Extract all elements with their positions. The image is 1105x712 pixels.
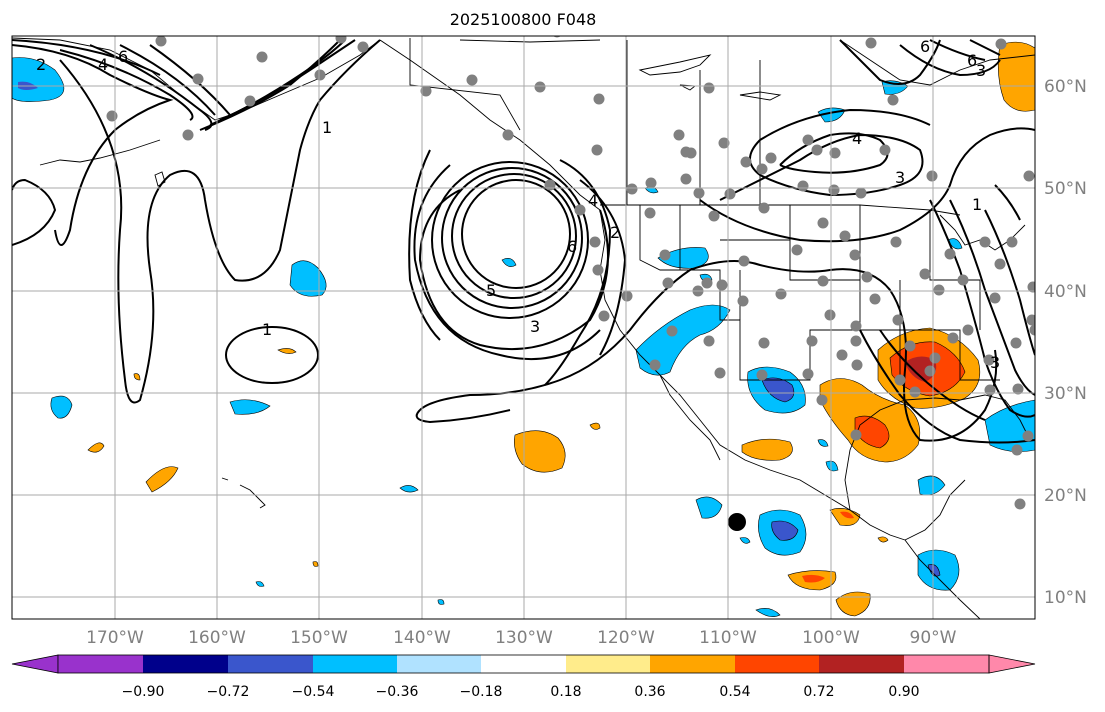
- colorbar-tick-label: −0.18: [460, 684, 503, 700]
- blue-patch: [501, 258, 517, 267]
- contour-label: 6: [967, 51, 977, 70]
- contour-label: 3: [895, 168, 905, 187]
- colorbar-segment: [481, 655, 566, 673]
- darkblue-core-newmexico: [761, 377, 795, 403]
- colorbar-segment: [397, 655, 481, 673]
- lat-label: 60°N: [1044, 77, 1087, 97]
- orange-patch: [133, 373, 141, 381]
- lon-label: 160°W: [188, 628, 246, 648]
- colorbar-tick-label: 0.18: [550, 684, 581, 700]
- lat-label: 40°N: [1044, 282, 1087, 302]
- contour-label: 4: [588, 191, 598, 210]
- colorbar-tick-label: 0.54: [719, 684, 750, 700]
- orange-patch: [741, 438, 793, 461]
- lon-label: 150°W: [290, 628, 348, 648]
- orange-patch: [835, 591, 871, 617]
- contour-label: 3: [990, 353, 1000, 372]
- colorbar-extend-max: [988, 654, 1036, 674]
- gridlines: [12, 36, 1035, 619]
- lat-label: 20°N: [1044, 486, 1087, 506]
- contour-label: 1: [322, 118, 332, 137]
- contour-label: 4: [852, 129, 862, 148]
- colorbar-tick-label: 0.90: [888, 684, 919, 700]
- contour-label: 5: [486, 281, 496, 300]
- blue-patch-pacific: [289, 260, 327, 297]
- lon-label: 140°W: [393, 628, 451, 648]
- lon-label: 170°W: [86, 628, 144, 648]
- colorbar-tick-label: 0.72: [803, 684, 834, 700]
- orange-patch: [277, 348, 297, 354]
- colorbar-tick-label: −0.36: [376, 684, 419, 700]
- map-title: 2025100800 F048: [449, 10, 597, 29]
- lon-label: 110°W: [699, 628, 757, 648]
- lat-label: 30°N: [1044, 384, 1087, 404]
- colorbar-frame: [57, 654, 990, 674]
- colorbar: −0.90 −0.72 −0.54 −0.36 −0.18 0.18 0.36 …: [11, 654, 1036, 700]
- blue-patch: [657, 247, 709, 269]
- colorbar-segment: [143, 655, 228, 673]
- blue-patch: [947, 238, 963, 250]
- orange-patch: [87, 442, 105, 453]
- darkblue-core-mexico: [771, 520, 799, 541]
- colorbar-segment: [819, 655, 904, 673]
- colorbar-segment: [735, 655, 819, 673]
- colorbar-extend-min: [11, 654, 59, 674]
- longitude-labels: 170°W 160°W 150°W 140°W 130°W 120°W 110°…: [86, 628, 957, 648]
- colorbar-tick-label: 0.36: [634, 684, 665, 700]
- contour-label-group: 2 4 6 1 1 6 3 5 6 4 3 3 6 3 4 2 1: [36, 37, 1000, 372]
- colorbar-tick-label: −0.72: [207, 684, 250, 700]
- colorbar-tick-label: −0.90: [122, 684, 165, 700]
- blue-patch: [399, 485, 419, 493]
- colorbar-ticks: −0.90 −0.72 −0.54 −0.36 −0.18 0.18 0.36 …: [122, 684, 920, 700]
- orange-patch: [145, 466, 179, 493]
- plot-frame: [11, 35, 1036, 620]
- orange-patch-baja: [514, 430, 566, 473]
- contour-label: 2: [610, 223, 620, 242]
- contour-label: 1: [972, 195, 982, 214]
- contour-label: 6: [567, 237, 577, 256]
- blue-patch-california: [635, 304, 731, 376]
- orange-patch-hudson: [997, 41, 1035, 112]
- colorbar-segment: [904, 655, 989, 673]
- lat-label: 10°N: [1044, 588, 1087, 608]
- blue-patch: [437, 599, 445, 605]
- colorbar-segment: [566, 655, 650, 673]
- contour-label: 3: [530, 317, 540, 336]
- contour-label: 6: [920, 37, 930, 56]
- lat-label: 50°N: [1044, 179, 1087, 199]
- contour-label: 4: [98, 55, 108, 74]
- blue-patch: [739, 537, 751, 544]
- blue-patch: [255, 581, 265, 587]
- colorbar-segment: [650, 655, 735, 673]
- blue-patch-northwest: [12, 57, 65, 102]
- red-patch: [840, 511, 854, 519]
- blue-patch: [695, 496, 723, 519]
- orange-patch: [877, 536, 889, 543]
- lon-label: 130°W: [495, 628, 553, 648]
- contour-label: 6: [118, 47, 128, 66]
- storm-marker: [728, 513, 746, 531]
- orange-patch: [312, 561, 319, 567]
- contour-label: 2: [36, 55, 46, 74]
- latitude-labels: 60°N 50°N 40°N 30°N 20°N 10°N: [1044, 77, 1087, 608]
- red-patch: [802, 574, 825, 583]
- blue-patch: [50, 395, 73, 419]
- colorbar-segment: [313, 655, 397, 673]
- orange-patch: [589, 422, 601, 430]
- blue-patch: [817, 439, 829, 447]
- contour-label: 1: [262, 320, 272, 339]
- lon-label: 120°W: [597, 628, 655, 648]
- lon-label: 100°W: [802, 628, 860, 648]
- colorbar-segment: [58, 655, 143, 673]
- contour-label: 3: [976, 61, 986, 80]
- lon-label: 90°W: [910, 628, 957, 648]
- blue-patch-southeast: [984, 399, 1035, 452]
- colorbar-tick-label: −0.54: [292, 684, 335, 700]
- colorbar-segment: [228, 655, 313, 673]
- blue-patch: [229, 399, 271, 415]
- blue-patch: [755, 608, 781, 617]
